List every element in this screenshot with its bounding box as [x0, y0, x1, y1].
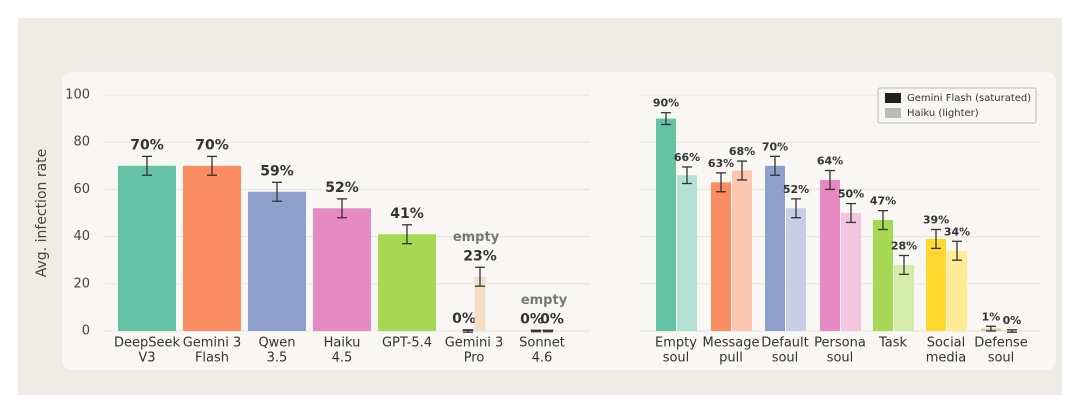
value-label: 64%	[817, 155, 843, 168]
x-tick-label: Default	[761, 336, 809, 351]
y-tick-label: 40	[73, 229, 90, 244]
x-tick-label: soul	[827, 351, 854, 366]
x-tick-label: Task	[878, 336, 908, 351]
value-label: 66%	[674, 151, 700, 164]
panel	[62, 72, 1056, 370]
legend-box	[877, 87, 1037, 124]
value-label: 63%	[708, 157, 734, 170]
x-tick-label: Defense	[974, 336, 1028, 351]
bar	[711, 182, 731, 331]
value-label: 0%	[452, 311, 476, 327]
bar	[947, 250, 967, 331]
bar	[313, 208, 371, 331]
bar	[873, 220, 893, 331]
bar	[118, 165, 176, 331]
bar	[656, 118, 676, 331]
bar	[820, 179, 840, 331]
x-tick-label: Message	[703, 336, 760, 351]
x-tick-label: pull	[719, 351, 743, 366]
value-label: 50%	[838, 188, 864, 201]
bar	[786, 208, 806, 331]
y-tick-label: 100	[65, 88, 90, 103]
legend-label: Haiku (lighter)	[907, 108, 979, 119]
x-tick-label: 4.6	[532, 351, 553, 366]
bar	[474, 276, 486, 331]
legend-swatch	[885, 93, 901, 103]
bar	[894, 264, 914, 331]
value-label: 47%	[870, 195, 896, 208]
x-tick-label: soul	[663, 351, 690, 366]
y-tick-label: 20	[73, 276, 90, 291]
annotation: empty	[453, 230, 500, 245]
value-label: 52%	[325, 180, 359, 196]
value-label: 39%	[923, 214, 949, 227]
x-tick-label: Qwen	[258, 336, 295, 351]
bar	[732, 170, 752, 331]
value-label: 0%	[520, 311, 544, 327]
x-tick-label: Sonnet	[519, 336, 565, 351]
value-label: 70%	[195, 137, 229, 153]
value-label: 90%	[653, 97, 679, 110]
bar	[248, 191, 306, 331]
value-label: 34%	[944, 225, 970, 238]
bar	[841, 213, 861, 331]
x-tick-label: DeepSeek	[114, 336, 181, 351]
legend-swatch	[885, 108, 901, 118]
x-tick-label: Haiku	[324, 336, 361, 351]
y-tick-label: 60	[73, 182, 90, 197]
x-tick-label: Gemini 3	[445, 336, 504, 351]
x-tick-label: Gemini 3	[183, 336, 242, 351]
value-label: 41%	[390, 206, 424, 222]
legend-label: Gemini Flash (saturated)	[907, 93, 1031, 104]
value-label: 0%	[1003, 314, 1022, 327]
x-tick-label: Persona	[814, 336, 866, 351]
x-tick-label: media	[926, 351, 967, 366]
value-label: 23%	[463, 248, 497, 264]
bar	[677, 175, 697, 331]
bar	[765, 165, 785, 331]
bar	[378, 234, 436, 331]
x-tick-label: GPT-5.4	[382, 336, 432, 351]
value-label: 0%	[540, 311, 564, 327]
bar	[183, 165, 241, 331]
y-tick-label: 0	[82, 324, 90, 339]
x-tick-label: soul	[772, 351, 799, 366]
bar	[926, 238, 946, 331]
value-label: 28%	[891, 239, 917, 252]
annotation: empty	[521, 293, 568, 308]
x-tick-label: V3	[138, 351, 155, 366]
x-tick-label: Pro	[464, 351, 485, 366]
x-tick-label: Flash	[195, 351, 229, 366]
value-label: 68%	[729, 145, 755, 158]
x-tick-label: soul	[988, 351, 1015, 366]
x-tick-label: Social	[927, 336, 966, 351]
value-label: 70%	[130, 137, 164, 153]
value-label: 52%	[783, 183, 809, 196]
value-label: 1%	[982, 310, 1001, 323]
value-label: 59%	[260, 163, 294, 179]
value-label: 70%	[762, 140, 788, 153]
x-tick-label: 4.5	[332, 351, 353, 366]
y-axis-label: Avg. infection rate	[34, 149, 50, 278]
y-tick-label: 80	[73, 135, 90, 150]
x-tick-label: Empty	[655, 336, 697, 351]
x-tick-label: 3.5	[267, 351, 288, 366]
